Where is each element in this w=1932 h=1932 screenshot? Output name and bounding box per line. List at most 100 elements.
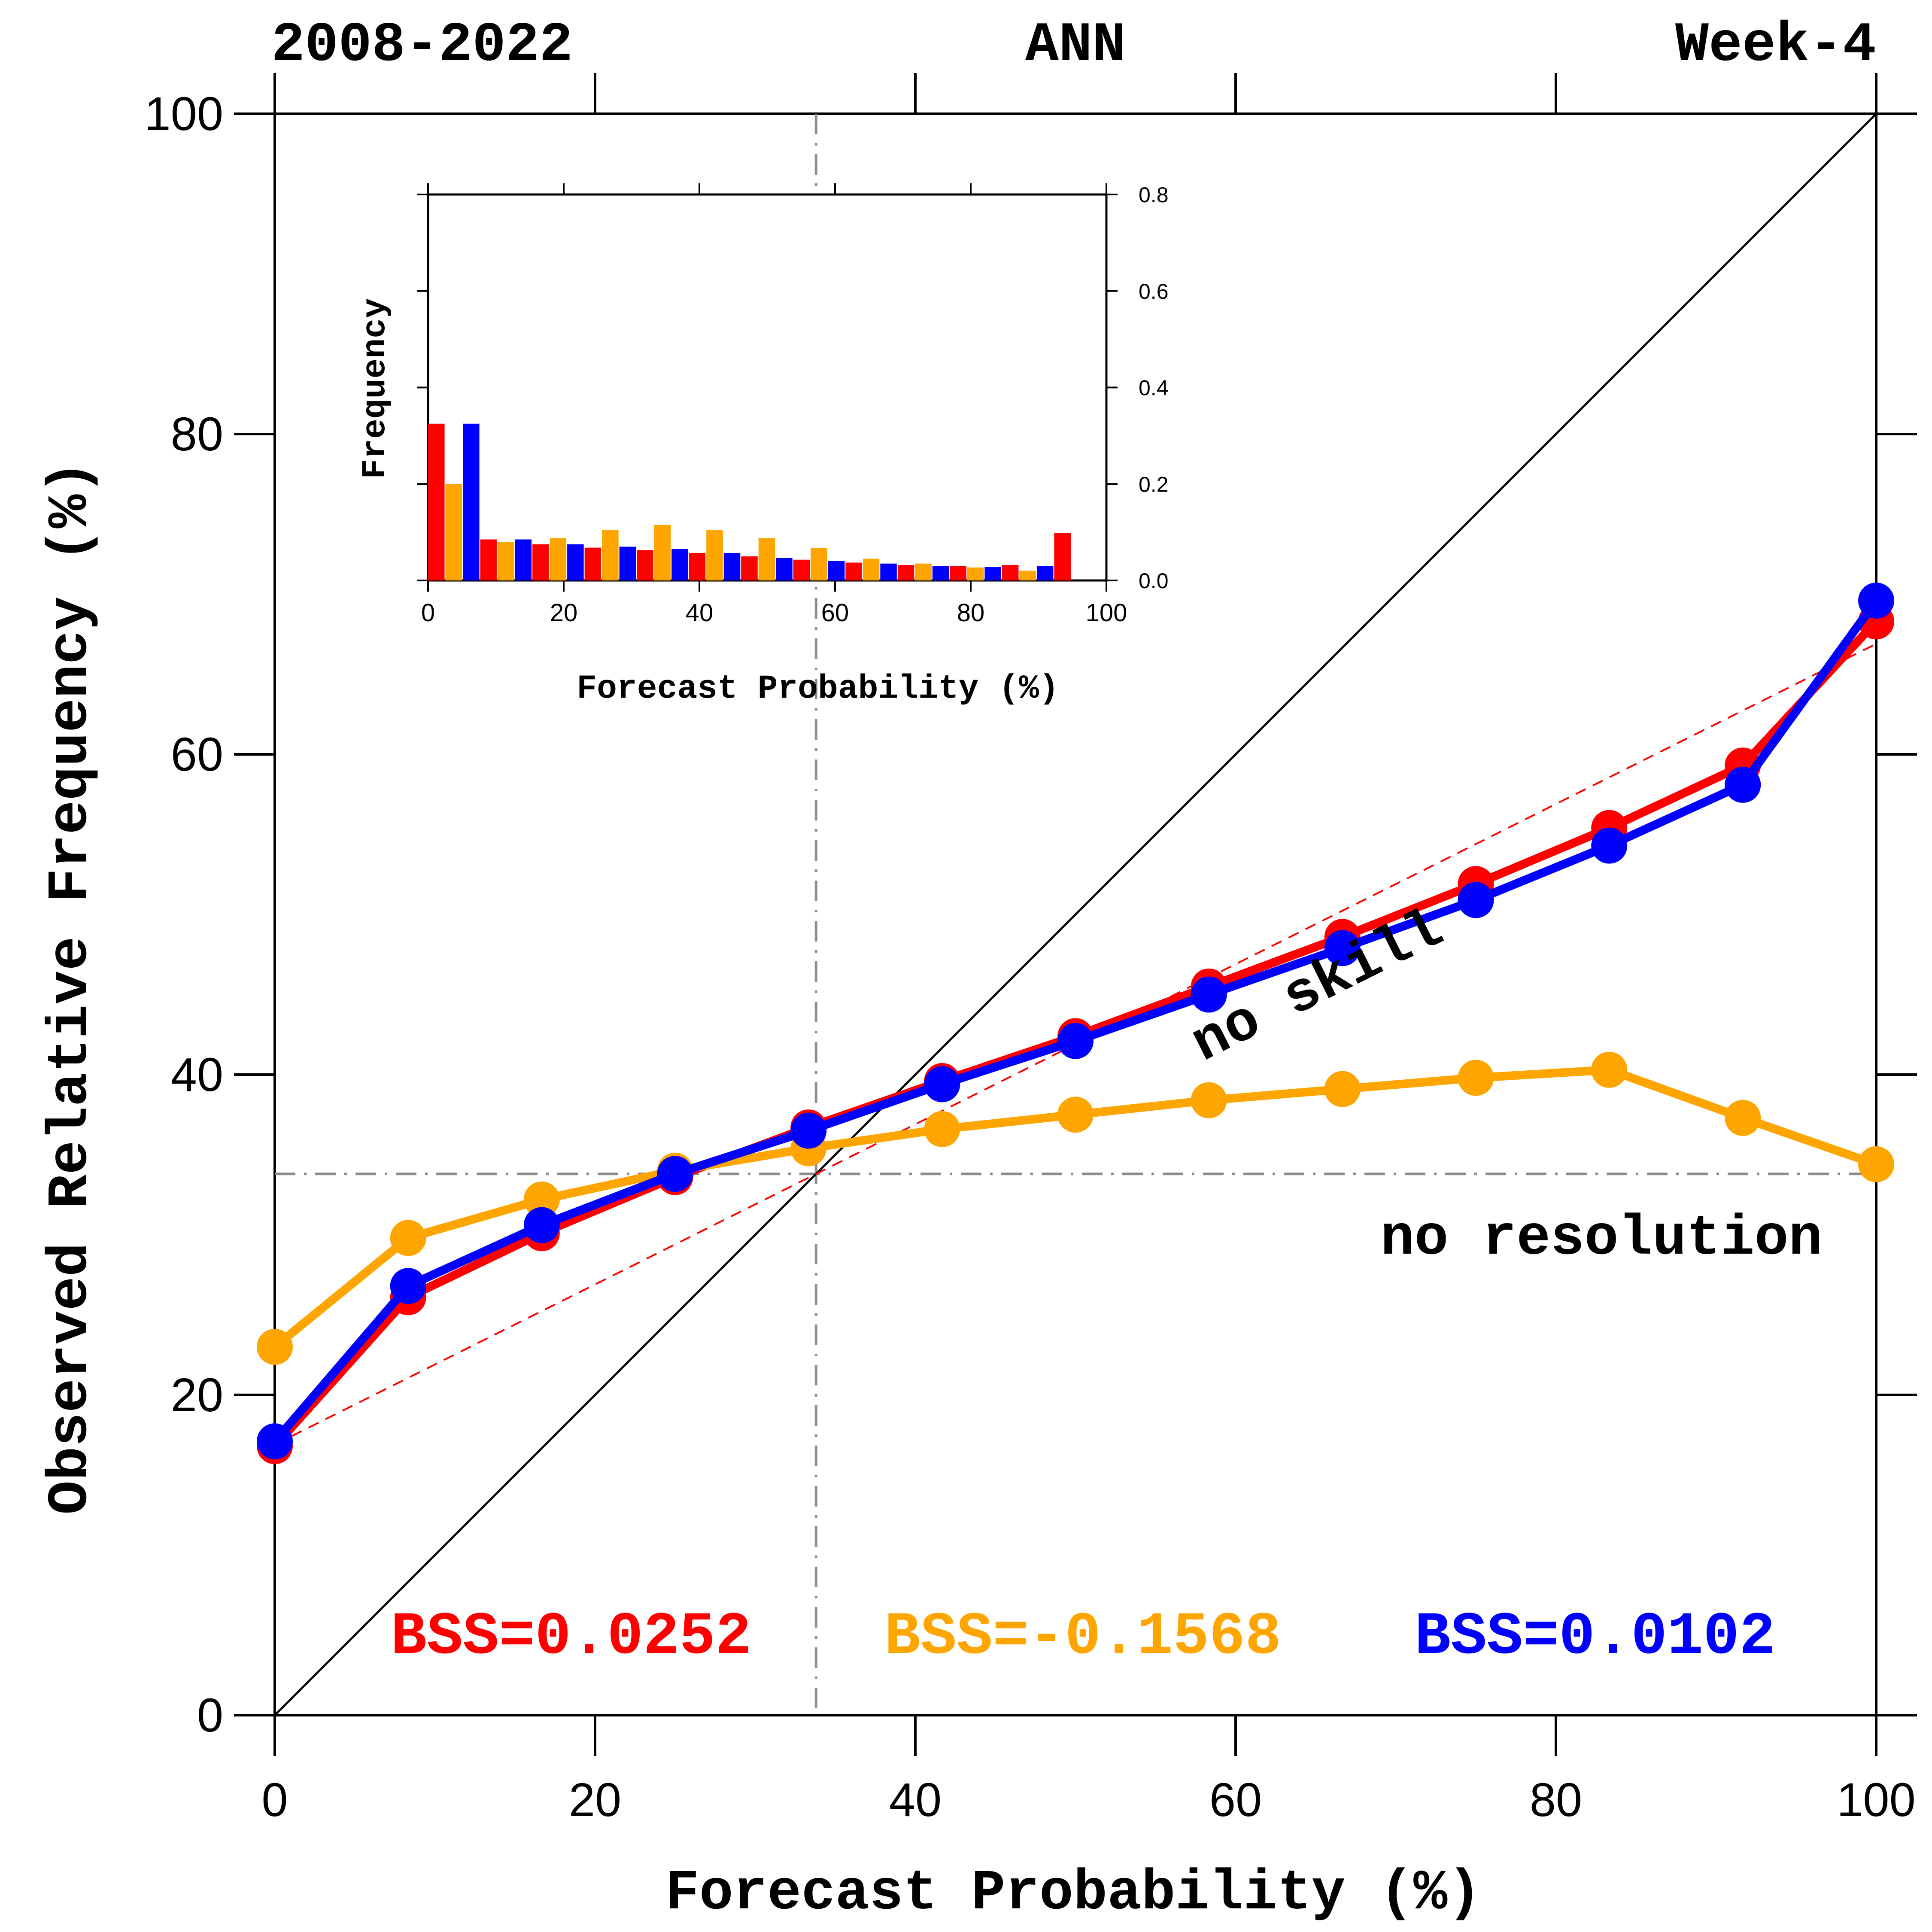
histogram-bar <box>776 558 793 580</box>
perfect-reliability-line <box>274 113 1877 1716</box>
histogram-bar <box>602 530 619 580</box>
histogram-bar <box>654 525 671 580</box>
histogram-bar <box>532 544 549 580</box>
series-point-1 <box>257 1329 293 1365</box>
histogram-bar <box>897 565 914 580</box>
x-tick-label: 40 <box>889 1774 942 1826</box>
x-tick-label: 0 <box>261 1774 288 1826</box>
bss-blue: BSS=0.0102 <box>1415 1603 1775 1671</box>
inset-y-axis-title: Frequency <box>357 298 395 479</box>
series-point-2 <box>1191 976 1227 1013</box>
series-point-1 <box>523 1181 560 1218</box>
histogram-bar <box>584 547 601 580</box>
inset-histogram: 0 20 40 60 80 100 0.0 0.2 0.4 0.6 0.8 <box>417 183 1169 627</box>
series-point-1 <box>1324 1071 1361 1107</box>
histogram-bar <box>723 553 741 580</box>
series-point-2 <box>523 1207 560 1243</box>
header-right: Week-4 <box>1675 14 1876 77</box>
x-tick-label: 20 <box>569 1774 621 1826</box>
histogram-bar <box>915 563 932 580</box>
histogram-bar <box>515 539 532 580</box>
series-point-2 <box>790 1112 827 1149</box>
histogram-bar <box>1019 571 1036 580</box>
y-tick-label: 100 <box>144 88 223 140</box>
inset-x-tick-label: 0 <box>421 599 435 627</box>
histogram-bar <box>793 559 810 580</box>
plot-frame <box>273 112 1877 1716</box>
histogram-bar <box>758 538 775 580</box>
series-point-1 <box>1057 1097 1094 1133</box>
inset-x-tick-label: 100 <box>1086 599 1127 627</box>
inset-y-tick-label: 0.8 <box>1139 183 1169 207</box>
histogram-bar <box>880 563 897 580</box>
histogram-bar <box>706 530 723 580</box>
inset-y-tick-label: 0.2 <box>1139 472 1169 496</box>
histogram-bar <box>671 549 688 580</box>
series-point-2 <box>1858 582 1894 619</box>
histogram-bar <box>550 538 567 580</box>
series-point-1 <box>1858 1146 1894 1182</box>
header-center: ANN <box>1025 14 1126 77</box>
main-plot: 0 20 40 60 80 100 0 20 40 60 80 100 <box>144 73 1917 1826</box>
histogram-bar <box>498 542 514 580</box>
histogram-bar <box>480 539 497 580</box>
series-point-1 <box>390 1220 426 1256</box>
series-point-2 <box>657 1156 693 1192</box>
histogram-bar <box>1036 566 1054 580</box>
histogram-bar <box>689 553 706 580</box>
series-point-1 <box>1725 1100 1761 1136</box>
inset-x-tick-label: 80 <box>957 599 985 627</box>
series-point-2 <box>1057 1023 1094 1059</box>
histogram-bar <box>828 561 845 580</box>
y-tick-label: 80 <box>171 408 223 461</box>
series-point-2 <box>1591 827 1628 864</box>
histogram-bar <box>950 566 966 580</box>
y-tick-label: 0 <box>197 1689 223 1742</box>
series-point-2 <box>1458 882 1494 918</box>
header-left: 2008-2022 <box>271 14 573 77</box>
histogram-bar <box>1002 565 1019 580</box>
histogram-bar <box>863 559 880 580</box>
series-point-2 <box>257 1423 293 1460</box>
histogram-bar <box>445 484 462 580</box>
inset-x-tick-label: 20 <box>550 599 578 627</box>
series-point-2 <box>1725 766 1761 803</box>
series-point-1 <box>1458 1060 1494 1096</box>
x-axis-title: Forecast Probability (%) <box>665 1861 1481 1926</box>
histogram-bar <box>845 562 862 580</box>
inset-x-tick-label: 40 <box>686 599 714 627</box>
series-point-1 <box>924 1111 960 1147</box>
series-point-1 <box>1191 1082 1227 1118</box>
x-tick-label: 80 <box>1530 1774 1582 1826</box>
series-point-2 <box>924 1066 960 1103</box>
bss-red: BSS=0.0252 <box>391 1603 751 1671</box>
y-tick-label: 40 <box>171 1048 223 1101</box>
histogram-bar <box>463 423 480 580</box>
histogram-bar <box>637 550 653 580</box>
series-point-2 <box>390 1268 426 1304</box>
y-tick-label: 20 <box>171 1369 223 1422</box>
histogram-bar <box>1054 533 1071 580</box>
inset-y-tick-label: 0.0 <box>1139 569 1169 593</box>
histogram-bar <box>811 548 827 580</box>
y-axis-title: Observed Relative Frequency (%) <box>39 460 103 1515</box>
x-tick-label: 100 <box>1837 1774 1916 1826</box>
histogram-bar <box>567 544 584 580</box>
inset-x-tick-label: 60 <box>821 599 849 627</box>
histogram-bar <box>428 423 445 580</box>
bss-orange: BSS=-0.1568 <box>884 1603 1281 1671</box>
inset-x-axis-title: Forecast Probability (%) <box>577 670 1059 708</box>
histogram-bar <box>932 566 949 580</box>
histogram-bar <box>984 567 1001 580</box>
inset-frame <box>427 193 1108 582</box>
inset-y-tick-label: 0.4 <box>1139 376 1169 400</box>
y-tick-label: 60 <box>171 728 223 781</box>
histogram-bar <box>619 547 636 580</box>
series-point-2 <box>1324 930 1361 966</box>
x-tick-label: 60 <box>1209 1774 1262 1826</box>
histogram-bar <box>741 556 758 580</box>
histogram-bar <box>967 567 984 580</box>
no-resolution-label: no resolution <box>1380 1206 1823 1271</box>
series-point-1 <box>1591 1051 1628 1088</box>
